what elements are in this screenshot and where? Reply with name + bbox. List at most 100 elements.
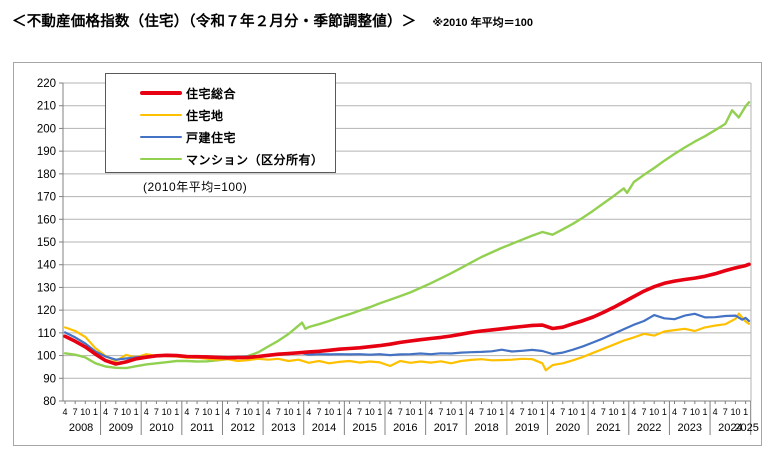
xtick-month-label: 1 [174, 407, 179, 417]
year-label-2012: 2012 [231, 422, 255, 434]
ytick-label-110: 110 [38, 328, 56, 340]
legend-item-detached: 戸建住宅 [140, 126, 335, 148]
xtick-month-label: 7 [438, 407, 443, 417]
titlebar: ＜不動産価格指数（住宅）（令和７年２月分・季節調整値）＞ ※2010 年平均＝1… [12, 10, 533, 31]
xtick-month-label: 1 [621, 407, 626, 417]
ytick-label-90: 90 [43, 373, 56, 385]
xtick-month-label: 4 [347, 407, 352, 417]
series-line-detached [63, 312, 751, 361]
xtick-month-label: 10 [487, 407, 497, 417]
xtick-month-label: 1 [418, 407, 423, 417]
xtick-month-label: 1 [215, 407, 220, 417]
ytick-label-80: 80 [43, 396, 56, 408]
year-label-2016: 2016 [393, 422, 417, 434]
xtick-month-label: 1 [459, 407, 464, 417]
xtick-month-label: 10 [730, 407, 740, 417]
year-label-2011: 2011 [190, 422, 214, 434]
xtick-month-label: 10 [690, 407, 700, 417]
chart-area: 80 90 100 110 120 130 140 150 160 170 180 190 200 210… [13, 62, 762, 446]
xtick-month-label: 10 [446, 407, 456, 417]
year-label-2010: 2010 [149, 422, 173, 434]
ytick-label-180: 180 [37, 169, 56, 181]
xtick-month-label: 4 [62, 407, 67, 417]
legend-item-mansion: マンション（区分所有） [140, 148, 335, 170]
xtick-month-label: 7 [316, 407, 321, 417]
ytick-label-210: 210 [37, 101, 56, 113]
ytick-label-160: 160 [37, 214, 56, 226]
xtick-month-label: 4 [388, 407, 393, 417]
xtick-month-label: 7 [642, 407, 647, 417]
ytick-label-100: 100 [37, 351, 56, 363]
year-label-2025: 2025 [734, 422, 758, 434]
year-label-2014: 2014 [312, 422, 336, 434]
xtick-month-label: 10 [202, 407, 212, 417]
xtick-month-label: 7 [520, 407, 525, 417]
xtick-month-label: 10 [283, 407, 293, 417]
legend-color-line-land [140, 113, 182, 117]
legend-color-line-detached [140, 135, 182, 139]
reference-note: ※2010 年平均＝100 [432, 17, 533, 29]
xtick-month-label: 7 [154, 407, 159, 417]
year-label-2009: 2009 [109, 422, 133, 434]
year-label-2017: 2017 [434, 422, 458, 434]
year-label-2015: 2015 [352, 422, 376, 434]
xtick-month-label: 7 [195, 407, 200, 417]
xtick-month-label: 10 [365, 407, 375, 417]
xtick-month-label: 4 [550, 407, 555, 417]
xtick-month-label: 1 [743, 407, 748, 417]
xtick-month-label: 4 [469, 407, 474, 417]
xtick-month-label: 1 [499, 407, 504, 417]
ytick-label-150: 150 [37, 237, 56, 249]
year-label-2019: 2019 [515, 422, 539, 434]
xtick-month-label: 4 [713, 407, 718, 417]
xtick-month-label: 4 [184, 407, 189, 417]
xtick-month-label: 1 [337, 407, 342, 417]
legend-label-total: 住宅総合 [186, 86, 237, 101]
legend-item-total: 住宅総合 [140, 82, 335, 104]
xtick-month-label: 7 [479, 407, 484, 417]
xtick-month-label: 7 [73, 407, 78, 417]
xtick-month-label: 10 [527, 407, 537, 417]
xtick-month-label: 10 [80, 407, 90, 417]
xtick-month-label: 4 [428, 407, 433, 417]
xtick-month-label: 1 [662, 407, 667, 417]
legend-item-land: 住宅地 [140, 104, 335, 126]
xtick-month-label: 1 [134, 407, 139, 417]
year-label-2020: 2020 [556, 422, 580, 434]
xtick-month-label: 4 [225, 407, 230, 417]
xtick-month-label: 10 [243, 407, 253, 417]
year-label-2022: 2022 [637, 422, 661, 434]
xtick-month-label: 7 [560, 407, 565, 417]
year-label-2023: 2023 [678, 422, 702, 434]
series-line-mansion [63, 101, 751, 370]
xtick-month-label: 7 [398, 407, 403, 417]
page-title: ＜不動産価格指数（住宅）（令和７年２月分・季節調整値）＞ [12, 14, 417, 30]
xtick-month-label: 7 [357, 407, 362, 417]
xtick-month-label: 7 [276, 407, 281, 417]
year-label-2021: 2021 [596, 422, 620, 434]
xtick-month-label: 1 [581, 407, 586, 417]
series-line-total [63, 262, 751, 366]
xtick-month-label: 4 [144, 407, 149, 417]
ytick-label-200: 200 [37, 123, 56, 135]
xtick-month-label: 4 [509, 407, 514, 417]
year-label-2018: 2018 [474, 422, 498, 434]
ytick-label-120: 120 [37, 305, 56, 317]
ytick-label-220: 220 [37, 78, 56, 90]
xtick-month-label: 1 [93, 407, 98, 417]
xtick-month-label: 1 [296, 407, 301, 417]
chart-legend: 住宅総合住宅地戸建住宅 マンション（区分所有） [105, 73, 336, 173]
xtick-month-label: 10 [162, 407, 172, 417]
ytick-label-140: 140 [37, 260, 56, 272]
legend-color-line-total [140, 91, 182, 95]
xtick-month-label: 1 [540, 407, 545, 417]
legend-label-land: 住宅地 [186, 108, 224, 123]
legend-base-note: (2010年平均=100) [143, 180, 248, 194]
xtick-month-label: 1 [377, 407, 382, 417]
xtick-month-label: 4 [266, 407, 271, 417]
ytick-label-190: 190 [37, 146, 56, 158]
xtick-month-label: 1 [256, 407, 261, 417]
year-label-2024: 2024 [718, 422, 742, 434]
xtick-month-label: 4 [103, 407, 108, 417]
